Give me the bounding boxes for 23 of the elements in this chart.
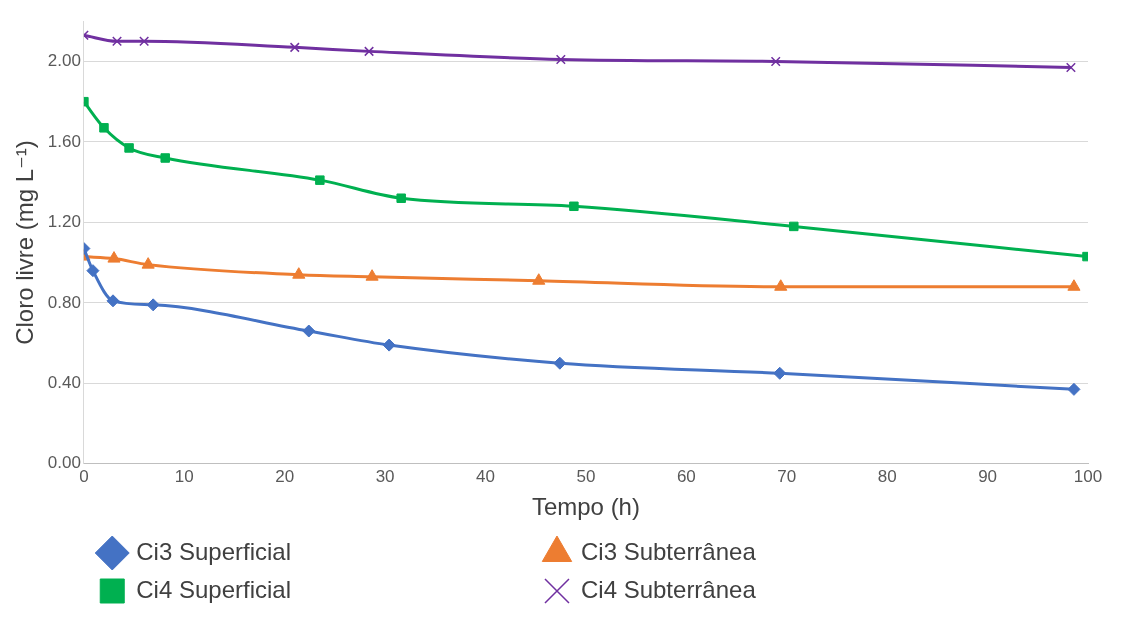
y-tick-label: 0.40	[47, 373, 81, 393]
y-tick-label: 2.00	[47, 51, 81, 71]
x-tick-label: 90	[978, 466, 998, 486]
legend-label: Ci3 Subterrânea	[580, 537, 996, 565]
y-tick-label: 0.00	[47, 453, 81, 473]
x-tick-label: 0	[79, 466, 89, 486]
legend-label: Ci4 Subterrânea	[580, 575, 996, 603]
x-tick-label: 70	[777, 466, 797, 486]
x-tick-label: 100	[1073, 466, 1103, 486]
legend-label: Ci4 Superficial	[136, 575, 531, 603]
x-tick-label: 10	[174, 466, 194, 486]
x-tick-label: 50	[576, 466, 596, 486]
y-tick-label: 0.80	[47, 292, 81, 312]
x-tick-label: 30	[375, 466, 395, 486]
y-tick-label: 1.60	[47, 131, 81, 151]
x-tick-label: 20	[275, 466, 295, 486]
legend-label: Ci3 Superficial	[136, 537, 531, 565]
x-tick-label: 60	[676, 466, 696, 486]
y-tick-label: 1.20	[47, 212, 81, 232]
x-tick-label: 40	[476, 466, 495, 486]
x-axis-title: Tempo (h)	[531, 493, 640, 521]
x-tick-label: 80	[877, 466, 897, 486]
y-axis-title: Cloro livre (mg L⁻¹)	[11, 140, 39, 345]
